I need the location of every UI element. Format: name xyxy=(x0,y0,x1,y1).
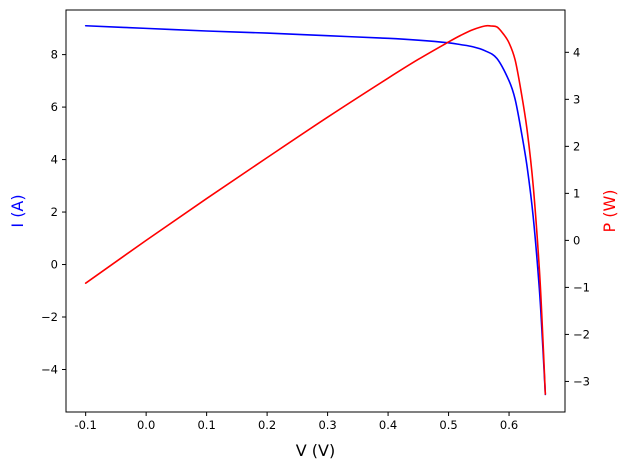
x-tick-label: 0.0 xyxy=(137,418,155,432)
right-y-tick-label: 3 xyxy=(573,92,580,106)
x-tick-label: 0.1 xyxy=(197,418,215,432)
left-y-tick-label: −2 xyxy=(41,310,58,324)
x-tick-label: 0.3 xyxy=(318,418,336,432)
left-y-axis-label: I (A) xyxy=(8,194,27,227)
x-tick-label: 0.5 xyxy=(439,418,457,432)
right-y-tick-label: −2 xyxy=(573,327,590,341)
x-tick-label: 0.4 xyxy=(379,418,397,432)
right-y-tick-label: 2 xyxy=(573,139,580,153)
x-axis-ticks: -0.1 0.0 0.1 0.2 0.3 0.4 0.5 0.6 xyxy=(74,412,518,432)
right-y-tick-label: −1 xyxy=(573,280,590,294)
left-y-tick-label: 6 xyxy=(51,100,58,114)
right-y-axis-label: P (W) xyxy=(600,189,619,232)
x-axis-label: V (V) xyxy=(296,441,335,460)
current-curve xyxy=(84,24,547,396)
right-y-tick-label: 1 xyxy=(573,186,580,200)
right-y-tick-label: 0 xyxy=(573,233,580,247)
left-y-tick-label: 2 xyxy=(51,205,58,219)
x-tick-label: 0.6 xyxy=(500,418,518,432)
right-y-tick-label: 4 xyxy=(573,45,580,59)
left-y-axis-ticks: −4 −2 0 2 4 6 8 xyxy=(41,48,66,376)
right-y-tick-label: −3 xyxy=(573,374,590,388)
plot-frame xyxy=(65,9,566,413)
power-curve xyxy=(84,24,547,395)
x-tick-label: 0.2 xyxy=(258,418,276,432)
x-tick-label: -0.1 xyxy=(74,418,96,432)
left-y-tick-label: 8 xyxy=(51,48,58,62)
curves-layer xyxy=(84,24,547,396)
left-y-tick-label: 4 xyxy=(51,153,58,167)
left-y-tick-label: 0 xyxy=(51,258,58,272)
left-y-tick-label: −4 xyxy=(41,362,58,376)
right-y-axis-ticks: −3 −2 −1 0 1 2 3 4 xyxy=(565,45,590,388)
